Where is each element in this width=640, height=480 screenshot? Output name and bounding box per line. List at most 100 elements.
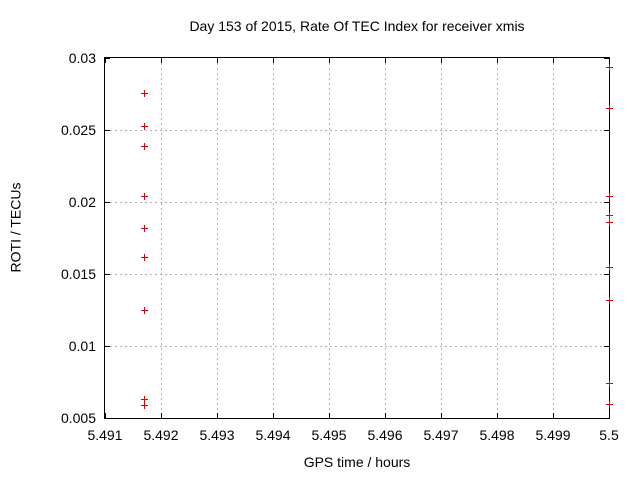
tick-mark bbox=[497, 58, 498, 63]
data-point-marker bbox=[141, 307, 148, 314]
tick-mark bbox=[604, 130, 609, 131]
data-point-marker bbox=[606, 401, 613, 408]
x-tick-label: 5.499 bbox=[535, 427, 571, 443]
tick-mark bbox=[273, 413, 274, 418]
plus-icon bbox=[144, 254, 145, 261]
y-tick-label: 0.03 bbox=[68, 50, 96, 66]
tick-mark bbox=[273, 58, 274, 63]
tick-mark bbox=[604, 202, 609, 203]
grid-line-h bbox=[105, 202, 609, 203]
plus-icon bbox=[144, 123, 145, 130]
y-axis-label: ROTI / TECUs bbox=[7, 182, 24, 273]
grid-line-v bbox=[441, 58, 442, 418]
data-point-marker bbox=[141, 254, 148, 261]
y-tick-label: 0.005 bbox=[60, 410, 96, 426]
tick-mark bbox=[609, 58, 610, 63]
data-point-marker bbox=[141, 225, 148, 232]
plus-icon bbox=[609, 193, 610, 200]
tick-mark bbox=[329, 58, 330, 63]
data-point-marker bbox=[606, 380, 613, 387]
tick-mark bbox=[385, 413, 386, 418]
tick-mark bbox=[217, 413, 218, 418]
tick-mark bbox=[604, 274, 609, 275]
grid-line-v bbox=[273, 58, 274, 418]
plus-icon bbox=[609, 264, 610, 271]
tick-mark bbox=[105, 274, 110, 275]
tick-mark bbox=[553, 58, 554, 63]
plus-icon bbox=[609, 401, 610, 408]
plus-icon bbox=[609, 212, 610, 219]
grid-line-h bbox=[105, 130, 609, 131]
plot-area bbox=[104, 57, 613, 419]
tick-mark bbox=[604, 58, 609, 59]
data-point-marker bbox=[606, 212, 613, 219]
plus-icon bbox=[144, 90, 145, 97]
plus-icon bbox=[144, 402, 145, 409]
grid-line-v bbox=[553, 58, 554, 418]
x-tick-label: 5.498 bbox=[479, 427, 515, 443]
tick-mark bbox=[604, 346, 609, 347]
tick-mark bbox=[497, 413, 498, 418]
tick-mark bbox=[105, 58, 106, 63]
tick-mark bbox=[441, 58, 442, 63]
tick-mark bbox=[329, 413, 330, 418]
tick-mark bbox=[161, 413, 162, 418]
x-tick-label: 5.497 bbox=[423, 427, 459, 443]
x-tick-label: 5.5 bbox=[599, 427, 619, 443]
data-point-marker bbox=[141, 402, 148, 409]
plus-icon bbox=[609, 380, 610, 387]
data-point-marker bbox=[606, 193, 613, 200]
data-point-marker bbox=[141, 123, 148, 130]
plus-icon bbox=[609, 219, 610, 226]
plus-icon bbox=[144, 307, 145, 314]
plus-icon bbox=[609, 64, 610, 71]
grid-line-h bbox=[105, 274, 609, 275]
tick-mark bbox=[105, 202, 110, 203]
data-point-marker bbox=[606, 64, 613, 71]
grid-line-h bbox=[105, 346, 609, 347]
plus-icon bbox=[144, 396, 145, 403]
data-point-marker bbox=[606, 219, 613, 226]
plus-icon bbox=[609, 297, 610, 304]
tick-mark bbox=[105, 130, 110, 131]
tick-mark bbox=[385, 58, 386, 63]
x-tick-label: 5.493 bbox=[199, 427, 235, 443]
plus-icon bbox=[144, 193, 145, 200]
tick-mark bbox=[441, 413, 442, 418]
plus-icon bbox=[144, 225, 145, 232]
grid-line-v bbox=[217, 58, 218, 418]
y-tick-label: 0.02 bbox=[68, 194, 96, 210]
chart-title: Day 153 of 2015, Rate Of TEC Index for r… bbox=[189, 18, 525, 34]
y-tick-label: 0.01 bbox=[68, 338, 96, 354]
y-tick-label: 0.015 bbox=[60, 266, 96, 282]
y-tick-label: 0.025 bbox=[60, 122, 96, 138]
grid-line-v bbox=[161, 58, 162, 418]
x-tick-label: 5.495 bbox=[311, 427, 347, 443]
plus-icon bbox=[144, 143, 145, 150]
tick-mark bbox=[161, 58, 162, 63]
tick-mark bbox=[609, 413, 610, 418]
tick-mark bbox=[105, 346, 110, 347]
x-axis-label: GPS time / hours bbox=[303, 454, 411, 470]
tick-mark bbox=[105, 58, 110, 59]
tick-mark bbox=[553, 413, 554, 418]
data-point-marker bbox=[606, 297, 613, 304]
x-tick-label: 5.494 bbox=[255, 427, 291, 443]
data-point-marker bbox=[141, 143, 148, 150]
tick-mark bbox=[105, 413, 106, 418]
data-point-marker bbox=[606, 105, 613, 112]
data-point-marker bbox=[141, 90, 148, 97]
x-tick-label: 5.496 bbox=[367, 427, 403, 443]
x-tick-label: 5.492 bbox=[143, 427, 179, 443]
data-point-marker bbox=[141, 396, 148, 403]
tick-mark bbox=[217, 58, 218, 63]
tick-mark bbox=[105, 418, 110, 419]
data-point-marker bbox=[141, 193, 148, 200]
x-tick-label: 5.491 bbox=[87, 427, 123, 443]
data-point-marker bbox=[606, 264, 613, 271]
grid-line-v bbox=[497, 58, 498, 418]
plus-icon bbox=[609, 105, 610, 112]
grid-line-v bbox=[385, 58, 386, 418]
grid-line-v bbox=[329, 58, 330, 418]
